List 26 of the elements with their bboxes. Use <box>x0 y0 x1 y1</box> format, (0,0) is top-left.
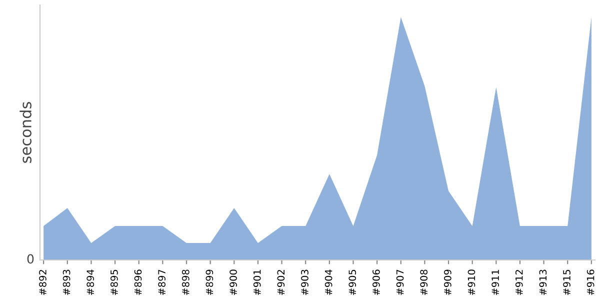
x-tick-label: #892 <box>39 270 46 295</box>
x-tick-label: #907 <box>396 270 404 295</box>
text: 0 <box>27 254 34 264</box>
x-tick-label: #905 <box>348 270 356 295</box>
x-tick-label: #902 <box>277 270 285 295</box>
x-tick-label: #904 <box>324 270 332 295</box>
x-tick-label: #906 <box>372 270 380 295</box>
x-tick-label: #895 <box>110 270 118 295</box>
y-axis-title: seconds <box>20 102 32 163</box>
x-tick-label: #910 <box>468 270 476 295</box>
x-tick-label: #900 <box>230 270 237 295</box>
x-tick-label: #893 <box>62 270 70 295</box>
x-tick-label: #898 <box>182 270 190 295</box>
x-tick-label: #903 <box>301 270 308 295</box>
x-tick-label: #894 <box>86 270 94 295</box>
x-tick-label: #915 <box>563 270 570 295</box>
x-tick-label: #896 <box>134 270 142 295</box>
x-tick-label: #899 <box>206 270 214 295</box>
x-tick-label: #911 <box>492 270 499 295</box>
x-tick-label: #913 <box>539 270 547 295</box>
x-tick-label: #908 <box>420 270 428 295</box>
x-tick-label: #897 <box>158 270 166 295</box>
x-tick-label: #909 <box>444 270 452 295</box>
x-tick-label: #901 <box>253 270 261 295</box>
x-tick-label: #912 <box>515 270 523 295</box>
x-tick-label: #916 <box>586 270 594 295</box>
